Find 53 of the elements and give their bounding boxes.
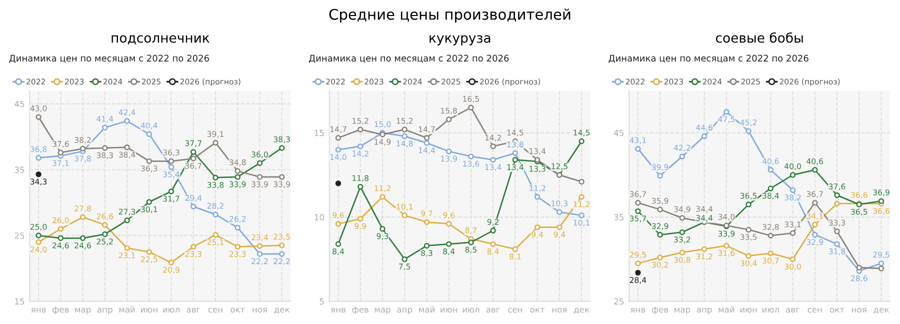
x-tick-label: апр bbox=[696, 308, 712, 314]
y-tick-label: 45 bbox=[614, 130, 624, 136]
x-tick-label: июл bbox=[462, 308, 480, 313]
chart-title: соевые бобы bbox=[716, 32, 803, 43]
chart-title: подсолнечник bbox=[112, 35, 210, 44]
x-tick-label: мар bbox=[374, 308, 390, 314]
x-tick-label: сен bbox=[508, 308, 522, 313]
y-tick-label: 25 bbox=[614, 298, 624, 305]
chart-subtitle: Динамика цен по месяцам с 2022 по 2026 bbox=[308, 54, 509, 63]
text: Средние цены производителей bbox=[329, 8, 570, 23]
x-tick-label: мар bbox=[75, 308, 91, 314]
x-tick-label: фев bbox=[652, 306, 668, 314]
x-tick-label: сен bbox=[208, 308, 222, 313]
x-tick-label: июл bbox=[163, 308, 180, 313]
y-tick-label: 45 bbox=[14, 100, 24, 108]
x-tick-label: ноя bbox=[852, 308, 866, 313]
x-tick-label: июн bbox=[140, 308, 158, 313]
x-tick-label: фев bbox=[52, 306, 69, 314]
x-tick-label: ноя bbox=[552, 308, 567, 313]
x-tick-label: авг bbox=[486, 308, 500, 313]
x-tick-label: июн bbox=[440, 308, 458, 313]
x-tick-label: май bbox=[419, 306, 434, 313]
x-tick-label: ноя bbox=[252, 308, 267, 313]
x-tick-label: май bbox=[119, 306, 135, 313]
x-tick-label: мар bbox=[674, 308, 690, 314]
x-tick-label: янв bbox=[31, 308, 46, 313]
chart-title: кукуруза bbox=[430, 35, 490, 46]
x-tick-label: апр bbox=[97, 308, 112, 314]
x-tick-label: май bbox=[718, 306, 734, 313]
x-tick-label: окт bbox=[230, 308, 245, 313]
x-tick-label: окт bbox=[530, 308, 545, 313]
y-tick-label: 25 bbox=[14, 232, 24, 239]
x-tick-label: июл bbox=[762, 308, 779, 313]
y-tick-label: 10 bbox=[314, 214, 324, 220]
y-tick-label: 15 bbox=[15, 298, 24, 305]
y-tick-label: 35 bbox=[14, 166, 24, 173]
x-tick-label: окт bbox=[830, 308, 844, 313]
x-tick-label: янв bbox=[630, 308, 646, 313]
y-tick-label: 5 bbox=[320, 298, 324, 305]
x-tick-label: сен bbox=[808, 308, 822, 313]
x-tick-label: дек bbox=[274, 308, 290, 314]
x-tick-label: авг bbox=[786, 308, 800, 313]
y-tick-label: 15 bbox=[314, 130, 324, 136]
x-tick-label: авг bbox=[186, 308, 200, 313]
x-tick-label: апр bbox=[397, 308, 412, 314]
x-tick-label: янв bbox=[331, 308, 346, 313]
chart-subtitle: Динамика цен по месяцам с 2022 по 2026 bbox=[9, 54, 209, 63]
chart-subtitle: Динамика цен по месяцам с 2022 по 2026 bbox=[608, 54, 808, 63]
x-tick-label: фев bbox=[352, 306, 368, 314]
y-tick-label: 35 bbox=[614, 214, 624, 220]
x-tick-label: дек bbox=[574, 308, 590, 314]
x-tick-label: июн bbox=[740, 308, 757, 313]
x-tick-label: дек bbox=[874, 308, 889, 314]
